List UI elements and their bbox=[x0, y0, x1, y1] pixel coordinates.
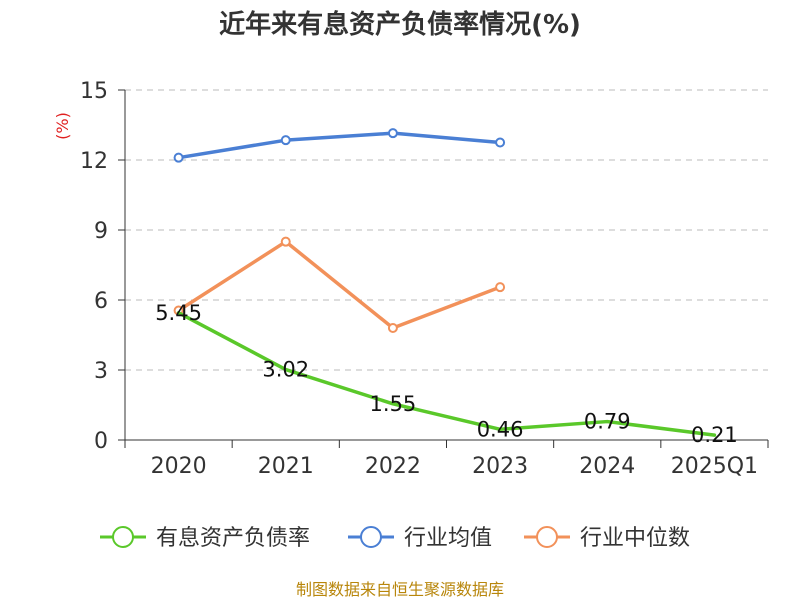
legend-label: 有息资产负债率 bbox=[156, 526, 310, 551]
legend-item-2[interactable]: 行业均值 bbox=[348, 526, 492, 551]
series-point bbox=[495, 282, 506, 293]
y-axis-unit: (%) bbox=[53, 112, 72, 140]
legend-label: 行业中位数 bbox=[580, 526, 690, 551]
legend-marker-icon bbox=[360, 526, 382, 548]
legend-label: 行业均值 bbox=[404, 526, 492, 551]
x-tick-label: 2020 bbox=[151, 454, 207, 479]
y-tick-label: 3 bbox=[94, 359, 108, 384]
axes: 0 3 6 9 12 15 2020 2021 2022 2023 2024 2025Q1 bbox=[80, 79, 769, 479]
source-note: 制图数据来自恒生聚源数据库 bbox=[296, 580, 504, 599]
series-point bbox=[280, 135, 291, 146]
legend-item-1[interactable]: 有息资产负债率 bbox=[100, 526, 310, 551]
legend-marker-icon bbox=[536, 526, 558, 548]
x-tick-label: 2023 bbox=[472, 454, 528, 479]
data-label: 1.55 bbox=[370, 392, 417, 416]
series-point bbox=[495, 137, 506, 148]
series-line bbox=[176, 311, 717, 437]
y-tick-label: 12 bbox=[80, 149, 108, 174]
series-point bbox=[280, 236, 291, 247]
legend[interactable]: 有息资产负债率 行业均值 行业中位数 bbox=[100, 526, 690, 551]
x-tick-label: 2025Q1 bbox=[671, 454, 758, 479]
series-2 bbox=[173, 128, 506, 163]
x-tick-label: 2021 bbox=[258, 454, 314, 479]
y-tick-label: 6 bbox=[94, 289, 108, 314]
data-label: 0.21 bbox=[691, 423, 738, 447]
legend-item-3[interactable]: 行业中位数 bbox=[524, 526, 690, 551]
legend-marker-icon bbox=[112, 526, 134, 548]
series-layer bbox=[173, 128, 717, 437]
data-label: 0.79 bbox=[584, 410, 631, 434]
grid-lines bbox=[125, 89, 768, 371]
chart-title: 近年来有息资产负债率情况(%) bbox=[219, 9, 581, 40]
series-line bbox=[176, 131, 502, 160]
series-line bbox=[176, 239, 502, 330]
series-3 bbox=[173, 236, 506, 333]
y-tick-label: 9 bbox=[94, 219, 108, 244]
series-point bbox=[387, 128, 398, 139]
series-point bbox=[173, 152, 184, 163]
data-label: 5.45 bbox=[155, 301, 202, 325]
data-label: 3.02 bbox=[262, 358, 309, 382]
data-label: 0.46 bbox=[477, 417, 524, 441]
series-point bbox=[387, 323, 398, 333]
x-tick-label: 2022 bbox=[365, 454, 421, 479]
y-tick-label: 15 bbox=[80, 79, 108, 104]
y-tick-label: 0 bbox=[94, 429, 108, 454]
data-labels: 5.45 3.02 1.55 0.46 0.79 0.21 bbox=[155, 301, 738, 447]
series-1 bbox=[176, 311, 717, 437]
x-tick-label: 2024 bbox=[579, 454, 635, 479]
